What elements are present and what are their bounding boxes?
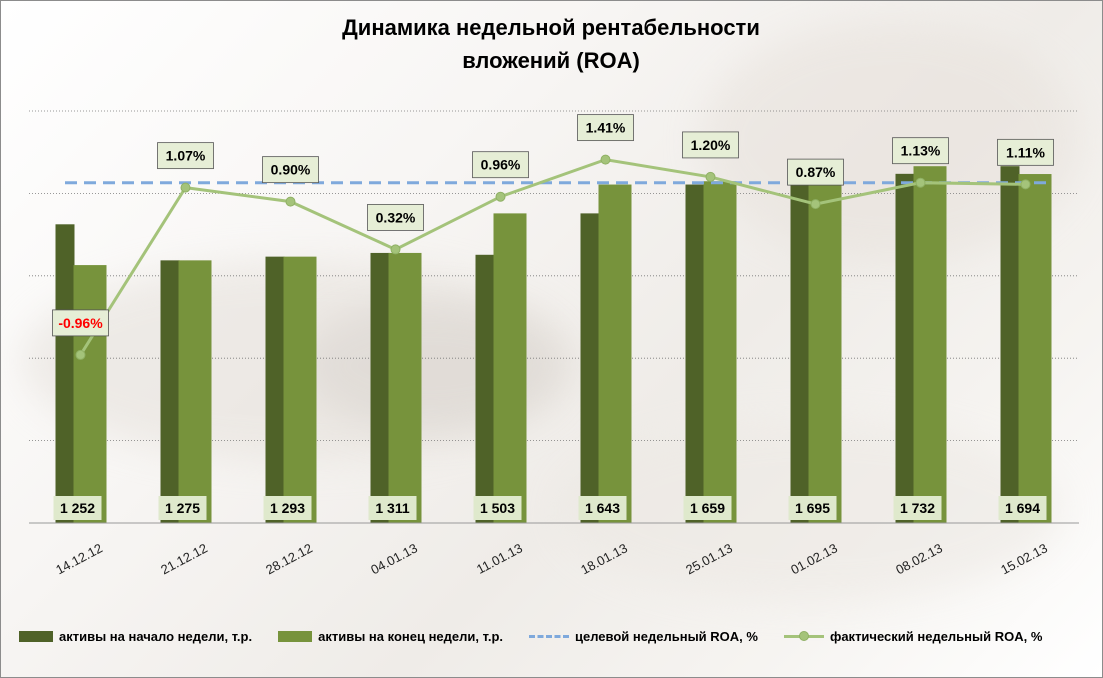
bar-end-assets <box>73 265 107 523</box>
bar-value-box <box>263 496 312 520</box>
x-tick-label: 28.12.12 <box>263 540 315 577</box>
roa-data-label: 1.13% <box>901 143 941 159</box>
bar-start-assets <box>475 254 495 523</box>
actual-roa-point <box>390 244 401 255</box>
bar-value-box <box>158 496 207 520</box>
bar-end-assets <box>493 213 527 523</box>
bar-start-assets <box>685 184 705 524</box>
legend-swatch-start-assets <box>19 630 53 642</box>
roa-label-box <box>682 131 739 159</box>
bar-end-assets <box>1018 174 1052 523</box>
bar-value-box <box>473 496 522 520</box>
bar-value-label: 1 659 <box>690 500 725 516</box>
roa-label-box <box>262 156 319 184</box>
bar-value-label: 1 293 <box>270 500 305 516</box>
bar-end-assets <box>283 256 317 523</box>
chart-legend: активы на начало недели, т.р. активы на … <box>19 625 1089 647</box>
bar-end-assets <box>178 260 212 523</box>
roa-data-label: 1.41% <box>586 120 626 136</box>
bar-value-label: 1 694 <box>1005 500 1040 516</box>
actual-roa-point <box>75 349 86 360</box>
bar-value-box <box>368 496 417 520</box>
x-tick-label: 15.02.13 <box>998 540 1050 577</box>
legend-item-start-assets: активы на начало недели, т.р. <box>19 629 252 644</box>
actual-roa-point <box>495 191 506 202</box>
bar-value-label: 1 311 <box>375 500 409 516</box>
bar-start-assets <box>895 173 915 523</box>
roa-data-label: 1.11% <box>1006 144 1045 160</box>
bar-value-box <box>683 496 732 520</box>
bar-end-assets <box>388 252 422 523</box>
legend-label-target-roa: целевой недельный ROA, % <box>575 628 758 644</box>
x-tick-label: 04.01.13 <box>368 540 420 577</box>
legend-item-actual-roa: фактический недельный ROA, % <box>783 628 1043 644</box>
bar-value-label: 1 732 <box>900 500 935 516</box>
bar-value-label: 1 695 <box>795 500 830 516</box>
roa-data-label: -0.96% <box>58 315 103 331</box>
bar-value-label: 1 275 <box>165 500 200 516</box>
x-tick-label: 01.02.13 <box>788 540 840 577</box>
bar-start-assets <box>1000 166 1020 523</box>
bar-start-assets <box>370 252 390 523</box>
bar-value-box <box>53 496 102 520</box>
bar-value-box <box>788 496 837 520</box>
legend-label-actual-roa: фактический недельный ROA, % <box>829 628 1043 644</box>
roa-data-label: 1.07% <box>166 148 206 164</box>
bar-end-assets <box>808 173 842 523</box>
bar-start-assets <box>265 256 285 523</box>
bar-end-assets <box>598 184 632 524</box>
x-tick-label: 21.12.12 <box>158 540 210 577</box>
chart-title-line-2: вложений (ROA) <box>462 48 640 73</box>
roa-label-box <box>157 142 214 170</box>
roa-label-box <box>892 137 949 165</box>
bar-start-assets <box>160 260 180 523</box>
roa-data-label: 0.87% <box>796 164 836 180</box>
chart-plot: 1 252 1 275 1 293 1 311 1 503 1 643 1 659 1 695… <box>29 110 1079 577</box>
actual-roa-point <box>1020 179 1031 190</box>
roa-label-box <box>997 138 1054 166</box>
chart-title-line-1: Динамика недельной рентабельности <box>342 15 760 40</box>
roa-label-box <box>367 204 424 231</box>
legend-swatch-actual-roa <box>783 630 824 641</box>
bar-start-assets <box>790 181 810 523</box>
bar-value-label: 1 503 <box>480 500 515 516</box>
actual-roa-point <box>705 171 716 182</box>
legend-label-start-assets: активы на начало недели, т.р. <box>59 628 253 644</box>
legend-item-end-assets: активы на конец недели, т.р. <box>278 629 503 644</box>
bar-end-assets <box>703 181 737 523</box>
bar-value-box <box>578 496 627 520</box>
bar-end-assets <box>913 166 947 523</box>
x-tick-label: 14.12.12 <box>53 540 105 577</box>
roa-data-label: 1.20% <box>691 137 731 153</box>
bar-value-box <box>998 496 1047 520</box>
roa-label-box <box>472 151 529 179</box>
x-tick-label: 11.01.13 <box>474 540 525 577</box>
roa-label-box <box>52 309 109 337</box>
x-tick-label: 18.01.13 <box>578 540 630 577</box>
actual-roa-point <box>285 196 296 207</box>
roa-data-label: 0.96% <box>481 157 521 173</box>
legend-swatch-end-assets <box>278 630 313 642</box>
legend-item-target-roa: целевой недельный ROA, % <box>529 629 758 644</box>
actual-roa-line <box>79 158 1026 356</box>
bar-value-box <box>893 496 942 520</box>
bar-start-assets <box>55 224 75 524</box>
bar-value-label: 1 643 <box>585 500 620 516</box>
roa-data-label: 0.32% <box>376 209 416 225</box>
actual-roa-point <box>180 182 191 193</box>
legend-swatch-target-roa <box>529 634 569 638</box>
bar-value-label: 1 252 <box>60 500 95 516</box>
roa-data-label: 0.90% <box>271 162 311 178</box>
x-tick-label: 25.01.13 <box>683 540 735 577</box>
roa-label-box <box>787 158 844 186</box>
x-tick-label: 08.02.13 <box>893 540 945 577</box>
actual-roa-point <box>915 177 926 188</box>
chart-title: Динамика недельной рентабельности вложен… <box>251 11 851 77</box>
legend-label-end-assets: активы на конец недели, т.р. <box>318 628 503 644</box>
roa-label-box <box>577 114 634 142</box>
bar-start-assets <box>580 213 600 523</box>
actual-roa-point <box>600 154 611 165</box>
actual-roa-point <box>810 199 821 210</box>
